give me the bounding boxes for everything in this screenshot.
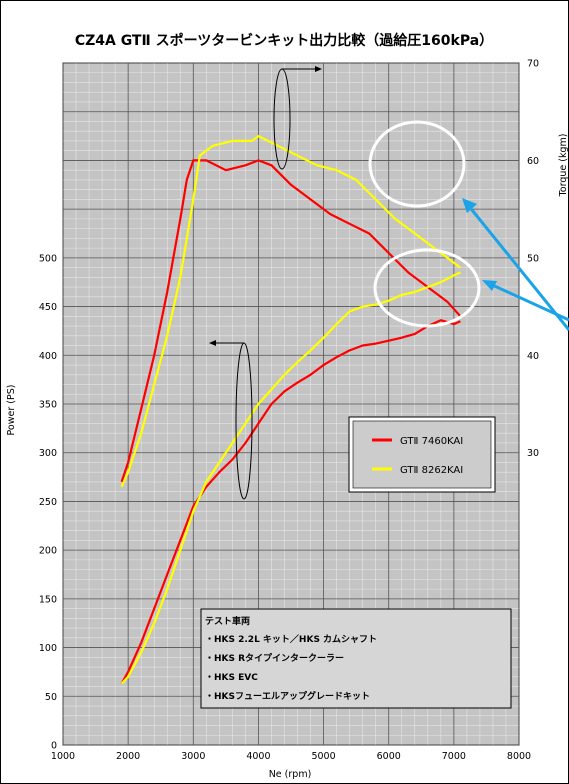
left-tick-label: 300 <box>39 448 57 459</box>
right-axis-ticks: 30 40 50 60 70 <box>527 59 539 460</box>
left-tick-label: 50 <box>45 692 57 703</box>
x-tick-label: 1000 <box>51 751 75 762</box>
left-tick-label: 200 <box>39 546 57 557</box>
x-tick-label: 7000 <box>442 751 466 762</box>
power-line-7460 <box>120 319 461 685</box>
x-axis-ticks: 1000 2000 3000 4000 5000 6000 7000 8000 <box>51 751 531 762</box>
right-tick-label: 50 <box>527 253 539 264</box>
left-tick-label: 250 <box>39 497 57 508</box>
chart-title: CZ4A GTⅡ スポーツタービンキット出力比較（過給圧160kPa） <box>75 32 493 49</box>
x-axis-label: Ne (rpm) <box>269 769 312 780</box>
x-tick-label: 5000 <box>311 751 335 762</box>
note-line-3: ・HKS Rタイプインタークーラー <box>205 652 344 664</box>
x-tick-label: 8000 <box>507 751 531 762</box>
left-tick-label: 0 <box>51 741 57 752</box>
left-axis-label: Power (PS) <box>6 385 17 436</box>
torque-line-8262 <box>120 135 462 488</box>
note-line-4: ・HKS EVC <box>205 673 258 683</box>
left-tick-label: 500 <box>39 253 57 264</box>
power-line-8262 <box>120 271 461 685</box>
right-tick-label: 30 <box>527 448 539 459</box>
x-tick-label: 2000 <box>116 751 140 762</box>
power-callout-arrowhead <box>482 280 497 291</box>
legend: GTⅡ 7460KAI GTⅡ 8262KAI <box>348 416 496 493</box>
left-tick-label: 450 <box>39 302 57 313</box>
legend-label-8262: GTⅡ 8262KAI <box>400 465 463 476</box>
right-tick-label: 40 <box>527 351 539 362</box>
note-line-2: ・HKS 2.2L キット／HKS カムシャフト <box>205 634 377 645</box>
note-line-1: テスト車両 <box>205 615 250 627</box>
torque-axis-arrowhead <box>315 66 322 72</box>
torque-callout-arrow <box>466 204 569 331</box>
legend-inner <box>352 420 492 489</box>
left-tick-label: 400 <box>39 351 57 362</box>
note-line-5: ・HKSフューエルアップグレードキット <box>205 690 370 702</box>
power-axis-arrowhead <box>209 340 216 346</box>
legend-label-7460: GTⅡ 7460KAI <box>400 436 463 447</box>
power-highlight-circle <box>373 248 481 328</box>
torque-highlight-circle <box>368 120 466 208</box>
test-vehicle-note: テスト車両 ・HKS 2.2L キット／HKS カムシャフト ・HKS Rタイプ… <box>200 608 512 709</box>
x-tick-label: 6000 <box>377 751 401 762</box>
left-axis-ticks: 0 50 100 150 200 250 300 350 400 450 500 <box>39 253 57 751</box>
x-tick-label: 4000 <box>246 751 270 762</box>
note-box <box>200 608 512 709</box>
power-callout-arrow <box>487 281 569 322</box>
left-tick-label: 100 <box>39 643 57 654</box>
right-tick-label: 60 <box>527 156 539 167</box>
x-tick-label: 3000 <box>181 751 205 762</box>
right-axis-label: Torque (kgm) <box>558 134 569 198</box>
left-tick-label: 350 <box>39 400 57 411</box>
torque-callout-arrowhead <box>462 198 477 213</box>
left-tick-label: 150 <box>39 594 57 605</box>
right-tick-label: 70 <box>527 59 539 70</box>
